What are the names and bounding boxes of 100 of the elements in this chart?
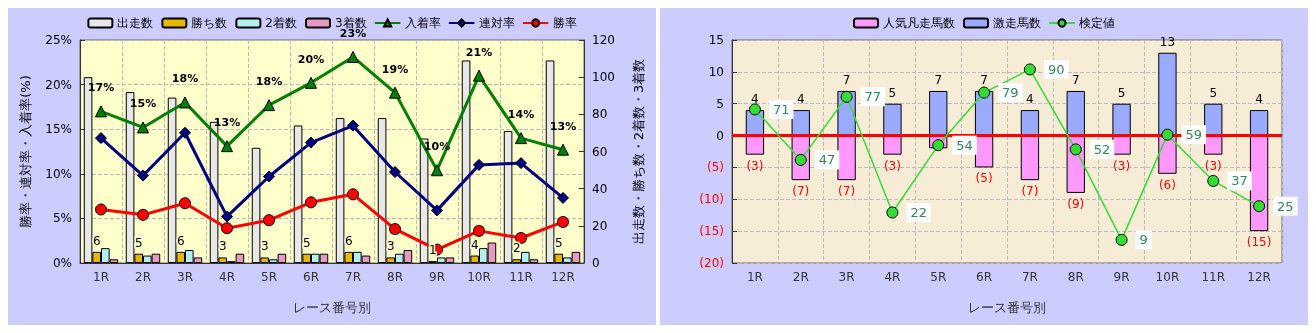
point [347,119,359,132]
point [473,158,485,171]
point [347,188,359,201]
bar [1020,135,1040,181]
data-label: (3) [746,158,764,173]
point [515,232,527,245]
point [840,90,853,103]
point [137,169,149,182]
y-tick-label: 10 [708,64,724,79]
data-label: (5) [975,171,993,186]
x-tick-label: 12R [1247,270,1271,284]
data-label: 5 [134,235,143,250]
data-label: 3 [218,239,227,254]
y-tick-label: 0% [52,256,72,270]
y-tick-label: 15% [45,122,72,137]
data-label: 6 [176,233,185,248]
y-tick-label: (15) [699,224,724,239]
x-tick-label: 2R [792,270,809,284]
data-label: 6 [344,233,353,248]
data-label: 79 [1002,85,1019,101]
data-label: 14% [507,108,535,122]
legend-label: 2着数 [265,16,298,30]
data-label: 25 [1277,198,1294,214]
data-label: 7 [934,72,943,87]
point [1207,174,1220,187]
bar [883,103,902,136]
bar [1112,103,1131,136]
x-tick-label: 2R [135,270,151,284]
point [137,121,149,134]
point [1069,143,1082,156]
data-label: 19% [381,62,409,76]
legend-label: 人気凡走馬数 [883,16,955,30]
data-label: (3) [1113,158,1131,173]
point [347,50,359,63]
x-tick-label: 1R [93,270,109,284]
y-tick-label: 10% [45,166,72,181]
y-tick-label: (20) [699,256,724,270]
bar [1249,135,1269,232]
y-tick-label: 15 [708,33,724,47]
data-label: 3 [260,239,269,254]
legend-label: 出走数 [117,16,154,30]
point [263,170,275,183]
data-label: 13 [1159,34,1176,49]
data-label: 21% [465,45,493,59]
point [748,103,761,116]
point [1253,200,1266,213]
y2-tick-label: 120 [592,33,615,47]
point [557,191,569,204]
point [473,69,485,82]
x-tick-label: 8R [1067,270,1084,284]
data-label: 59 [1185,127,1202,143]
point [95,203,107,216]
x-tick-label: 10R [467,270,491,284]
data-label: 6 [92,233,101,248]
bar [791,110,810,136]
legend-label: 連対率 [478,16,515,30]
point [978,86,991,99]
point [221,210,233,223]
bar [929,90,948,136]
y2-tick-label: 60 [592,144,608,159]
x-tick-label: 5R [261,270,277,284]
x-axis-title: レース番号別 [968,300,1046,315]
x-tick-label: 3R [838,270,855,284]
y2-tick-label: 80 [592,107,608,122]
data-label: 7 [1071,72,1080,87]
data-label: 5 [888,85,897,100]
point [389,166,401,179]
point [221,222,233,235]
y2-tick-label: 0 [592,256,600,270]
point [179,126,191,139]
point [886,206,899,219]
data-label: 5 [554,235,563,250]
y2-axis-title: 出走数・勝ち数・2着数・3着数 [631,58,646,245]
data-label: 47 [818,152,836,168]
data-label: 2 [512,241,521,256]
bar [1020,110,1040,136]
x-tick-label: 7R [345,270,361,284]
point [305,76,317,89]
bar [883,135,902,155]
x-tick-label: 6R [976,270,993,284]
x-tick-label: 5R [930,270,947,284]
x-tick-label: 4R [884,270,901,284]
point [263,99,275,112]
data-label: 37 [1231,173,1248,189]
data-label: 5 [1209,85,1218,100]
point [932,139,945,152]
x-tick-label: 9R [1113,270,1130,284]
data-label: (7) [792,184,810,199]
point [305,136,317,149]
y2-tick-label: 40 [592,181,608,196]
y2-tick-label: 100 [592,70,615,85]
point [389,223,401,236]
x-axis-title: レース番号別 [293,300,371,315]
x-tick-label: 6R [303,270,319,284]
x-tick-label: 11R [1201,270,1226,284]
point [179,197,191,210]
point [1161,128,1174,141]
y-tick-label: 20% [45,77,72,92]
point [557,215,569,228]
data-label: 5 [302,235,311,250]
